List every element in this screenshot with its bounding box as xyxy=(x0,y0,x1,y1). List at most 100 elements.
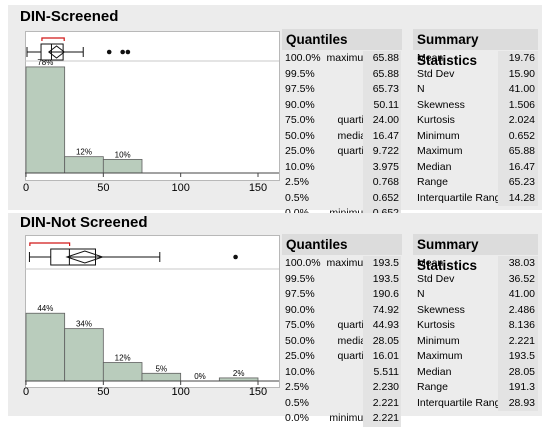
summary-row: Std Dev 36.52 xyxy=(413,271,538,287)
quantile-row: 90.0% 74.92 xyxy=(282,302,402,318)
summary-value: 2.024 xyxy=(498,113,538,129)
histogram-bar xyxy=(25,66,66,174)
quantile-row: 99.5% 193.5 xyxy=(282,271,402,287)
quantile-row: 100.0% maximum 65.88 xyxy=(282,51,402,67)
summary-value: 65.23 xyxy=(498,175,538,191)
histogram-bar xyxy=(102,362,143,382)
bar-value-label: 10% xyxy=(115,150,131,159)
summary-label: Std Dev xyxy=(417,272,455,285)
summary-label: Range xyxy=(417,381,448,393)
summary-value: 36.52 xyxy=(498,271,538,287)
summary-statistics-header: Summary Statistics xyxy=(413,234,538,273)
quantile-value: 2.230 xyxy=(363,380,401,396)
quantile-percent: 90.0% xyxy=(285,303,315,316)
summary-value: 28.05 xyxy=(498,364,538,380)
distribution-chart: 44% 34% 12% 5% 0% 2% 0 50 100 150 xyxy=(23,242,279,398)
bar-value-label: 12% xyxy=(76,148,92,157)
quantile-percent: 10.0% xyxy=(285,365,315,378)
summary-value: 2.486 xyxy=(498,302,538,318)
summary-label: Kurtosis xyxy=(417,319,455,331)
summary-row: Std Dev 15.90 xyxy=(413,66,538,82)
quantile-percent: 2.5% xyxy=(285,176,309,188)
summary-row: Skewness 1.506 xyxy=(413,97,538,113)
summary-label: Mean xyxy=(417,52,444,64)
outlier-point xyxy=(120,49,125,55)
summary-row: Mean 19.76 xyxy=(413,51,538,67)
quantile-row: 50.0% median 16.47 xyxy=(282,128,402,144)
quantile-value: 193.5 xyxy=(363,256,401,272)
histogram-bar xyxy=(102,158,143,174)
summary-row: Minimum 0.652 xyxy=(413,128,538,144)
summary-row: N 41.00 xyxy=(413,287,538,303)
quantile-row: 100.0% maximum 193.5 xyxy=(282,256,402,272)
quantiles-table: Quantiles 100.0% maximum 65.88 99.5% 65.88 97… xyxy=(282,29,402,222)
x-axis-tick-label: 100 xyxy=(171,182,189,194)
summary-label: Maximum xyxy=(417,145,463,157)
histogram-bar xyxy=(141,372,182,382)
summary-value: 14.28 xyxy=(498,190,538,206)
shortest-half-bracket xyxy=(41,37,65,41)
bar-value-label: 34% xyxy=(76,320,92,329)
quantile-percent: 10.0% xyxy=(285,160,315,173)
summary-row: Maximum 193.5 xyxy=(413,349,538,365)
x-axis-tick-label: 50 xyxy=(97,386,109,398)
summary-label: Maximum xyxy=(417,350,463,362)
x-axis-tick-label: 150 xyxy=(249,386,267,398)
summary-label: Std Dev xyxy=(417,67,455,80)
quantile-row: 2.5% 2.230 xyxy=(282,380,402,396)
quantile-value: 2.221 xyxy=(363,395,401,411)
quantile-value: 74.92 xyxy=(363,302,401,318)
quantile-percent: 2.5% xyxy=(285,381,309,393)
distribution-plot-area xyxy=(25,31,280,181)
quantile-row: 25.0% quartile 9.722 xyxy=(282,144,402,160)
quantile-label: minimum xyxy=(329,412,372,424)
summary-label: N xyxy=(417,288,425,300)
quantile-row: 10.0% 3.975 xyxy=(282,159,402,175)
quantile-value: 44.93 xyxy=(363,318,401,334)
section-title: DIN-Screened xyxy=(20,8,119,25)
quantile-value: 0.768 xyxy=(363,175,401,191)
quantile-percent: 50.0% xyxy=(285,129,315,142)
quantile-percent: 75.0% xyxy=(285,319,315,331)
outlier-point xyxy=(233,254,238,260)
quantile-percent: 0.5% xyxy=(285,191,309,204)
quantile-percent: 99.5% xyxy=(285,67,315,80)
quantile-value: 65.88 xyxy=(363,51,401,67)
quantile-row: 75.0% quartile 24.00 xyxy=(282,113,402,129)
summary-row: Skewness 2.486 xyxy=(413,302,538,318)
summary-row: Kurtosis 8.136 xyxy=(413,318,538,334)
summary-value: 193.5 xyxy=(498,349,538,365)
quantile-percent: 25.0% xyxy=(285,350,315,362)
summary-value: 41.00 xyxy=(498,287,538,303)
quantile-value: 0.652 xyxy=(363,190,401,206)
quantile-row: 75.0% quartile 44.93 xyxy=(282,318,402,334)
summary-statistics-table: Summary Statistics Mean 38.03 Std Dev 36.52… xyxy=(413,234,538,411)
summary-value: 19.76 xyxy=(498,51,538,67)
quantile-value: 2.221 xyxy=(363,411,401,427)
bar-value-label: 2% xyxy=(233,369,245,378)
summary-value: 28.93 xyxy=(498,395,538,411)
summary-label: Kurtosis xyxy=(417,114,455,126)
quantile-row: 2.5% 0.768 xyxy=(282,175,402,191)
x-axis-tick-label: 100 xyxy=(171,386,189,398)
summary-row: Median 16.47 xyxy=(413,159,538,175)
quantile-percent: 97.5% xyxy=(285,83,315,95)
quantile-percent: 90.0% xyxy=(285,98,315,111)
quantile-row: 0.5% 2.221 xyxy=(282,395,402,411)
quantile-value: 24.00 xyxy=(363,113,401,129)
summary-value: 1.506 xyxy=(498,97,538,113)
quantile-row: 25.0% quartile 16.01 xyxy=(282,349,402,365)
bar-value-label: 12% xyxy=(115,354,131,363)
quantile-value: 5.511 xyxy=(363,364,401,380)
bar-value-label: 78% xyxy=(37,58,53,67)
summary-label: N xyxy=(417,83,425,95)
quantile-percent: 75.0% xyxy=(285,114,315,126)
summary-row: Maximum 65.88 xyxy=(413,144,538,160)
bar-value-label: 0% xyxy=(194,372,206,381)
summary-statistics-header: Summary Statistics xyxy=(413,29,538,68)
outlier-point xyxy=(106,49,112,55)
quantile-percent: 0.5% xyxy=(285,396,309,409)
quantile-percent: 0.0% xyxy=(285,412,309,424)
histogram-bar xyxy=(64,156,104,174)
quantile-value: 65.73 xyxy=(363,82,401,98)
